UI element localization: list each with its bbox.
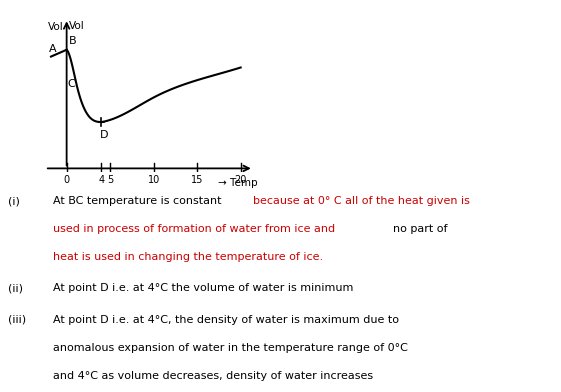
Text: (iii): (iii) bbox=[8, 314, 26, 325]
Text: (ii): (ii) bbox=[8, 283, 24, 294]
Text: At BC temperature is constant: At BC temperature is constant bbox=[53, 196, 226, 206]
Text: 5: 5 bbox=[107, 175, 113, 185]
Text: D: D bbox=[100, 130, 108, 140]
Text: At point D i.e. at 4°C the volume of water is minimum: At point D i.e. at 4°C the volume of wat… bbox=[53, 283, 353, 294]
Text: no part of: no part of bbox=[393, 224, 448, 234]
Text: heat is used in changing the temperature of ice.: heat is used in changing the temperature… bbox=[53, 252, 324, 263]
Text: 10: 10 bbox=[148, 175, 160, 185]
Text: (i): (i) bbox=[8, 196, 20, 206]
Text: C: C bbox=[67, 79, 75, 89]
Text: → Temp: → Temp bbox=[218, 178, 258, 188]
Text: 20: 20 bbox=[234, 175, 247, 185]
Text: Vol: Vol bbox=[48, 22, 64, 33]
Text: anomalous expansion of water in the temperature range of 0°C: anomalous expansion of water in the temp… bbox=[53, 343, 408, 353]
Text: used in process of formation of water from ice and: used in process of formation of water fr… bbox=[53, 224, 339, 234]
Text: 0: 0 bbox=[63, 175, 70, 185]
Text: and 4°C as volume decreases, density of water increases: and 4°C as volume decreases, density of … bbox=[53, 371, 374, 381]
Text: At point D i.e. at 4°C, the density of water is maximum due to: At point D i.e. at 4°C, the density of w… bbox=[53, 314, 399, 325]
Text: A: A bbox=[49, 44, 57, 54]
Text: because at 0° C all of the heat given is: because at 0° C all of the heat given is bbox=[254, 196, 470, 206]
Text: Vol: Vol bbox=[69, 21, 85, 31]
Text: B: B bbox=[69, 36, 77, 46]
Text: 15: 15 bbox=[191, 175, 203, 185]
Text: 4: 4 bbox=[98, 175, 104, 185]
